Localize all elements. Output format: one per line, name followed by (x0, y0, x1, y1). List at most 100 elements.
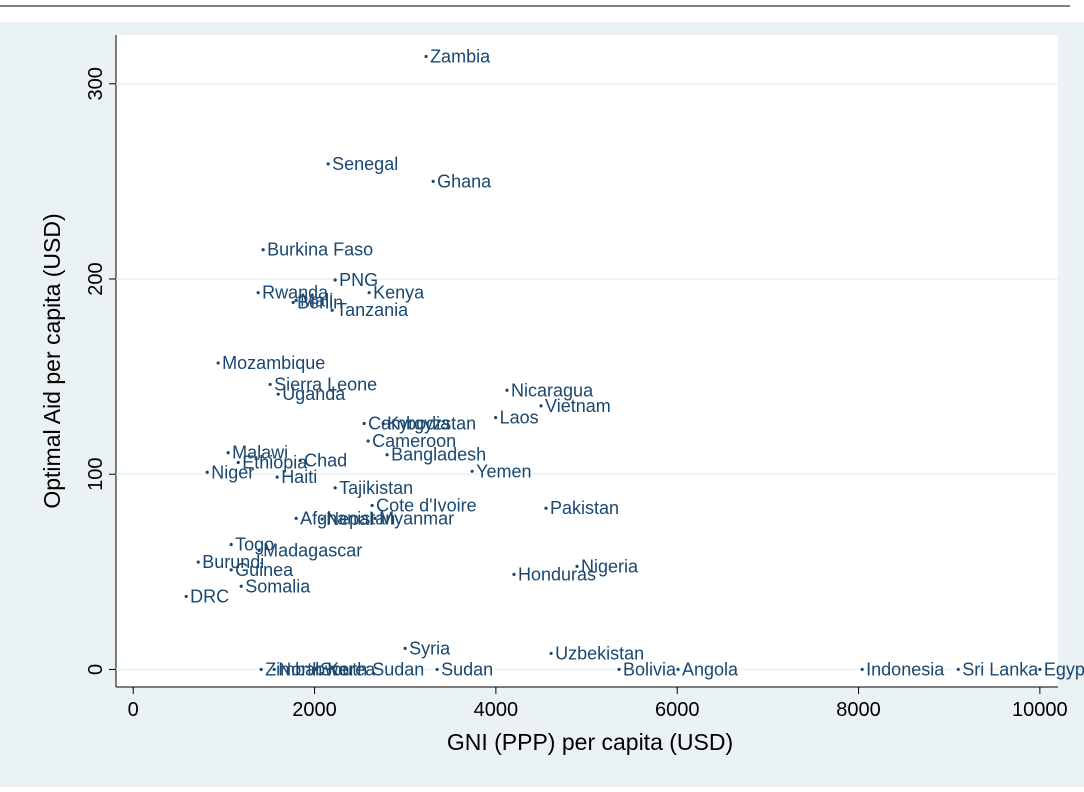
point-label: Rwanda (262, 283, 329, 303)
point (333, 278, 337, 282)
point-label: Mozambique (222, 353, 325, 373)
point-label: Malawi (232, 443, 288, 463)
point-label: Egypt (1044, 659, 1084, 679)
x-tick-label: 10000 (1012, 699, 1068, 721)
point (330, 308, 334, 312)
point-label: Angola (682, 659, 739, 679)
point-label: Cameroon (372, 431, 456, 451)
point-label: Somalia (245, 576, 311, 596)
point (544, 506, 548, 510)
point (298, 458, 302, 463)
point (367, 291, 371, 295)
point-label: Ethiopia (242, 453, 308, 473)
x-axis-title: GNI (PPP) per capita (USD) (447, 729, 733, 755)
point (435, 667, 439, 672)
point-label: DRC (190, 586, 229, 606)
point (366, 439, 370, 443)
point-label: Cote d'Ivoire (376, 495, 477, 515)
x-tick-label: 0 (128, 699, 139, 721)
y-tick-label: 100 (85, 458, 107, 491)
point-label: Nigeria (581, 556, 639, 576)
point-label: Vietnam (545, 396, 611, 416)
point-label: Uganda (282, 384, 346, 404)
point-label: Cambodia (368, 413, 451, 433)
point (470, 469, 474, 473)
point-label: Afghanistan (300, 508, 395, 528)
point (539, 404, 543, 408)
point (205, 470, 209, 474)
point (294, 298, 298, 303)
point (261, 248, 265, 252)
point (424, 54, 428, 59)
x-tick-label: 2000 (292, 699, 337, 721)
point (275, 475, 279, 479)
point-label: Uzbekistan (555, 643, 644, 663)
point-label: Togo (235, 534, 274, 554)
y-tick-label: 300 (85, 67, 107, 100)
point-label: Guinea (235, 560, 294, 580)
point-label: Haiti (281, 467, 317, 487)
point (272, 667, 276, 672)
point-label: Benin (297, 292, 343, 312)
point (256, 291, 260, 295)
point-label: South Sudan (320, 659, 424, 679)
y-tick-label: 0 (85, 664, 107, 675)
point (370, 503, 374, 508)
point (431, 179, 435, 184)
point-label: Ghana (437, 171, 492, 191)
point (676, 667, 680, 672)
plot-area (116, 35, 1058, 687)
point-label: Honduras (518, 564, 596, 584)
point-label: Niger (211, 462, 254, 482)
point-label: Sierra Leone (274, 374, 377, 394)
point (575, 564, 579, 568)
point (276, 392, 280, 396)
point-label: Bangladesh (391, 445, 486, 465)
point (314, 667, 318, 672)
point (505, 388, 509, 392)
point-label: Kenya (373, 283, 425, 303)
point (385, 453, 389, 457)
point (257, 548, 261, 552)
point (294, 516, 298, 520)
point (860, 667, 864, 672)
point (956, 667, 960, 672)
point (236, 460, 240, 465)
point (226, 451, 230, 455)
point (403, 646, 407, 650)
point (291, 300, 295, 305)
point (381, 421, 385, 426)
point-label: Burkina Faso (267, 240, 373, 260)
x-tick-label: 6000 (655, 699, 700, 721)
x-tick-label: 8000 (836, 699, 881, 721)
point-label: Sudan (441, 659, 493, 679)
point-label: Madagascar (263, 540, 362, 560)
point-label: Mali (300, 290, 333, 310)
point-label: Zimbabwe (265, 659, 348, 679)
point-label: Kyrgyzstan (387, 413, 476, 433)
point-label: Burundi (202, 552, 264, 572)
point (362, 421, 366, 426)
point-label: Myanmar (379, 508, 454, 528)
point (229, 542, 233, 547)
point-label: North Korea (278, 659, 376, 679)
point (494, 416, 498, 420)
point-label: Sri Lanka (962, 659, 1039, 679)
point (1038, 667, 1042, 672)
point (196, 560, 200, 564)
point (268, 382, 272, 387)
point (326, 162, 330, 166)
point (333, 486, 337, 490)
point-label: Yemen (476, 461, 531, 481)
point-label: Senegal (332, 154, 398, 174)
point (216, 361, 220, 365)
point (617, 667, 621, 672)
x-tick-label: 4000 (474, 699, 519, 721)
point-label: Indonesia (866, 659, 945, 679)
point-label: Nepal (326, 509, 373, 529)
point-label: Zambia (430, 46, 491, 66)
point-label: Syria (409, 638, 451, 658)
point (259, 667, 263, 672)
point (239, 584, 243, 588)
point (549, 651, 553, 656)
